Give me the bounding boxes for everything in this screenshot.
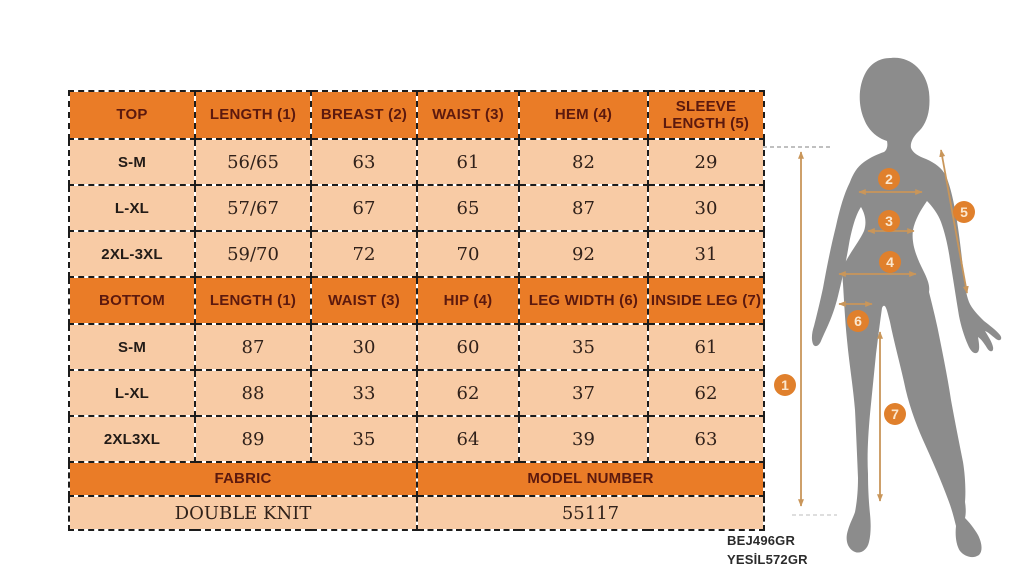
header-hem: HEM (4) bbox=[518, 90, 649, 140]
woman-silhouette-image bbox=[811, 57, 1002, 558]
top-header-row: TOP LENGTH (1) BREAST (2) WAIST (3) HEM … bbox=[68, 90, 765, 140]
fabric-label: FABRIC bbox=[68, 461, 418, 497]
table-row: S-M 56/65 63 61 82 29 bbox=[68, 138, 765, 186]
marker-6-badge: 6 bbox=[847, 310, 869, 332]
product-code-line2: YESİL572GR bbox=[727, 552, 808, 567]
value-cell: 57/67 bbox=[194, 184, 312, 232]
table-row: L-XL 57/67 67 65 87 30 bbox=[68, 184, 765, 232]
table-row: 2XL3XL 89 35 64 39 63 bbox=[68, 415, 765, 463]
value-cell: 33 bbox=[310, 369, 418, 417]
table-row: L-XL 88 33 62 37 62 bbox=[68, 369, 765, 417]
marker-4-badge: 4 bbox=[879, 251, 901, 273]
value-cell: 62 bbox=[416, 369, 520, 417]
table-row: 2XL-3XL 59/70 72 70 92 31 bbox=[68, 230, 765, 278]
diagram-svg bbox=[763, 57, 1002, 558]
size-cell: L-XL bbox=[68, 184, 196, 232]
marker-7-badge: 7 bbox=[884, 403, 906, 425]
header-sleeve-length: SLEEVE LENGTH (5) bbox=[647, 90, 765, 140]
table-row: S-M 87 30 60 35 61 bbox=[68, 323, 765, 371]
value-cell: 63 bbox=[647, 415, 765, 463]
info-value-row: DOUBLE KNIT 55117 bbox=[68, 495, 765, 531]
value-cell: 65 bbox=[416, 184, 520, 232]
value-cell: 30 bbox=[310, 323, 418, 371]
size-chart-table: TOP LENGTH (1) BREAST (2) WAIST (3) HEM … bbox=[68, 90, 765, 531]
arrow-sleeve-5 bbox=[939, 149, 969, 294]
header-waist: WAIST (3) bbox=[310, 276, 418, 325]
value-cell: 59/70 bbox=[194, 230, 312, 278]
size-cell: 2XL3XL bbox=[68, 415, 196, 463]
value-cell: 64 bbox=[416, 415, 520, 463]
header-breast: BREAST (2) bbox=[310, 90, 418, 140]
size-cell: S-M bbox=[68, 138, 196, 186]
measurement-diagram: 1 2 3 4 5 6 7 bbox=[760, 18, 1024, 584]
size-cell: 2XL-3XL bbox=[68, 230, 196, 278]
model-number-label: MODEL NUMBER bbox=[416, 461, 765, 497]
header-inside-leg: INSIDE LEG (7) bbox=[647, 276, 765, 325]
fabric-value: DOUBLE KNIT bbox=[68, 495, 418, 531]
value-cell: 35 bbox=[518, 323, 649, 371]
product-codes: BEJ496GR YESİL572GR bbox=[727, 531, 808, 569]
value-cell: 60 bbox=[416, 323, 520, 371]
marker-3-badge: 3 bbox=[878, 210, 900, 232]
value-cell: 92 bbox=[518, 230, 649, 278]
value-cell: 88 bbox=[194, 369, 312, 417]
marker-5-badge: 5 bbox=[953, 201, 975, 223]
header-bottom: BOTTOM bbox=[68, 276, 196, 325]
value-cell: 56/65 bbox=[194, 138, 312, 186]
header-length: LENGTH (1) bbox=[194, 90, 312, 140]
value-cell: 62 bbox=[647, 369, 765, 417]
value-cell: 70 bbox=[416, 230, 520, 278]
value-cell: 87 bbox=[194, 323, 312, 371]
size-cell: L-XL bbox=[68, 369, 196, 417]
marker-2-badge: 2 bbox=[878, 168, 900, 190]
product-code-line1: BEJ496GR bbox=[727, 533, 796, 548]
value-cell: 35 bbox=[310, 415, 418, 463]
header-length: LENGTH (1) bbox=[194, 276, 312, 325]
value-cell: 30 bbox=[647, 184, 765, 232]
header-hip: HIP (4) bbox=[416, 276, 520, 325]
value-cell: 72 bbox=[310, 230, 418, 278]
value-cell: 29 bbox=[647, 138, 765, 186]
marker-1-badge: 1 bbox=[774, 374, 796, 396]
value-cell: 31 bbox=[647, 230, 765, 278]
value-cell: 37 bbox=[518, 369, 649, 417]
size-cell: S-M bbox=[68, 323, 196, 371]
model-number-value: 55117 bbox=[416, 495, 765, 531]
value-cell: 61 bbox=[416, 138, 520, 186]
header-waist: WAIST (3) bbox=[416, 90, 520, 140]
value-cell: 89 bbox=[194, 415, 312, 463]
value-cell: 82 bbox=[518, 138, 649, 186]
value-cell: 67 bbox=[310, 184, 418, 232]
info-header-row: FABRIC MODEL NUMBER bbox=[68, 461, 765, 497]
value-cell: 39 bbox=[518, 415, 649, 463]
value-cell: 63 bbox=[310, 138, 418, 186]
header-leg-width: LEG WIDTH (6) bbox=[518, 276, 649, 325]
value-cell: 61 bbox=[647, 323, 765, 371]
header-top: TOP bbox=[68, 90, 196, 140]
value-cell: 87 bbox=[518, 184, 649, 232]
bottom-header-row: BOTTOM LENGTH (1) WAIST (3) HIP (4) LEG … bbox=[68, 276, 765, 325]
